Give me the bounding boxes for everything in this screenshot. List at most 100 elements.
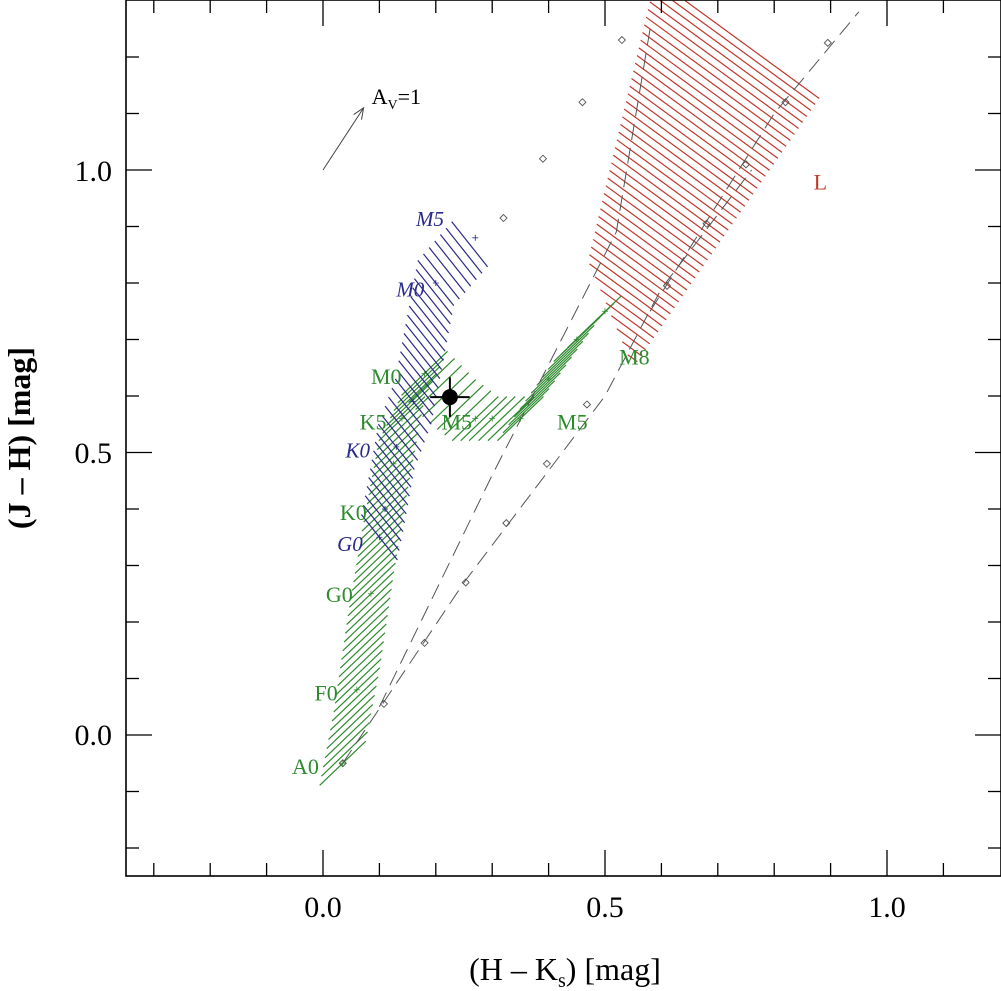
- ldwarf-hatch: [600, 208, 696, 279]
- dwarf-point-6: [421, 370, 428, 377]
- dwarf-region-hatch: [444, 390, 492, 436]
- target-marker: [441, 389, 458, 406]
- giant-region-hatch: [384, 405, 422, 452]
- reddening-marker-9: [578, 98, 587, 107]
- ldwarf-hatch: [621, 341, 642, 357]
- dwarf-label-2: G0: [326, 582, 353, 607]
- ldwarf-hatch: [627, 354, 638, 363]
- x-axis-label-subscript: s: [558, 970, 566, 991]
- ldwarf-hatch: [622, 116, 746, 207]
- giant-region-hatch: [396, 369, 434, 416]
- dwarf-region-hatch: [337, 641, 385, 687]
- dwarf-region-hatch: [353, 537, 401, 583]
- dwarf-region-hatch: [344, 588, 392, 634]
- dwarf-region-hatch: [335, 649, 383, 695]
- dwarf-region-hatch: [343, 597, 391, 643]
- giant-region-hatch: [428, 247, 466, 294]
- dwarf-region-hatch: [536, 340, 584, 386]
- reddening-marker-7: [499, 213, 508, 223]
- x-axis-label: (H – Ks) [mag]: [469, 951, 661, 991]
- ldwarf-region: [589, 0, 820, 369]
- giant-region-hatch: [388, 396, 425, 443]
- giant-label-2: M0: [395, 278, 424, 302]
- giant-region-hatch: [412, 287, 450, 334]
- dwarf-region-hatch: [519, 364, 567, 410]
- dwarf-point-12: [573, 336, 580, 343]
- extinction-label: AV=1: [372, 84, 421, 113]
- ldwarf-hatch: [649, 1, 808, 117]
- reddening-line-1: [378, 28, 651, 708]
- ldwarf-hatch: [598, 215, 692, 285]
- dwarf-region-hatch: [331, 676, 379, 722]
- ldwarf-hatch: [600, 289, 659, 333]
- extinction-label-tail: =1: [398, 84, 421, 109]
- giant-label-1: K0: [345, 439, 371, 463]
- ldwarf-hatch: [638, 47, 783, 153]
- reddening-line-0: [342, 169, 752, 764]
- axis-ticks: [126, 0, 1001, 876]
- dwarf-region-hatch: [324, 713, 372, 759]
- target-point: [430, 377, 470, 417]
- dwarf-region-hatch: [460, 396, 508, 442]
- ldwarf-hatch: [672, 0, 816, 106]
- dwarf-region-hatch: [338, 632, 386, 678]
- reddening-marker-15: [823, 38, 832, 48]
- ytick-label-1: 0.5: [75, 437, 113, 470]
- ldwarf-hatch: [594, 231, 684, 297]
- ldwarf-hatch: [590, 246, 675, 309]
- ldwarf-hatch: [634, 62, 775, 165]
- dwarf-region-hatch: [389, 373, 437, 419]
- giant-region-hatch: [405, 323, 443, 370]
- giant-region-hatch: [362, 504, 400, 551]
- dwarf-region-hatch: [376, 405, 424, 451]
- ldwarf-hatch: [631, 78, 766, 177]
- giant-region-hatch: [376, 432, 414, 479]
- ldwarf-hatch: [589, 263, 667, 321]
- giant-point-2: [393, 443, 400, 450]
- giant-region-hatch: [368, 477, 406, 524]
- ldwarf-hatch: [636, 55, 779, 159]
- spectral-type-labels: A0 F0 G0 K0 K5 M0 M5 M5 M8 G0 K0 M0 M5 L: [292, 169, 827, 779]
- dwarf-region-hatch: [397, 358, 445, 404]
- dwarf-region-hatch: [530, 348, 578, 394]
- extinction-arrowhead: [353, 106, 365, 120]
- giant-region-hatch: [434, 240, 472, 287]
- giant-region-hatch: [373, 450, 410, 497]
- extinction-arrow: [322, 107, 365, 171]
- dwarf-point-1: [353, 686, 360, 693]
- giant-label-0: G0: [337, 532, 363, 556]
- dwarf-point-13: [602, 308, 608, 315]
- dwarf-point-9: [489, 415, 496, 422]
- ldwarf-hatch: [594, 276, 663, 327]
- giant-point-1: [382, 506, 389, 512]
- ldwarf-hatch: [605, 302, 655, 339]
- giant-region-hatch: [451, 221, 489, 268]
- dwarf-point-2: [367, 590, 374, 597]
- ldwarf-hatch: [618, 131, 737, 219]
- giant-region-hatch: [381, 414, 419, 461]
- reddening-marker-0: [338, 759, 347, 768]
- dwarf-region-hatch: [346, 579, 394, 625]
- dwarf-region-hatch: [574, 295, 622, 341]
- y-axis-label: (J – H) [mag]: [1, 347, 37, 529]
- xtick-label-2: 1.0: [868, 891, 906, 924]
- giant-region-hatch: [364, 495, 402, 542]
- reddening-marker-4: [502, 518, 511, 528]
- giant-label-3: M5: [415, 207, 444, 231]
- ldwarf-hatch: [645, 16, 799, 129]
- reddening-marker-1: [379, 699, 389, 709]
- giant-region-hatch: [403, 333, 441, 380]
- reddening-marker-12: [702, 219, 711, 228]
- dwarf-region-hatch: [339, 623, 387, 669]
- ytick-label-0: 0.0: [75, 719, 113, 752]
- dwarf-label-5: M0: [371, 364, 402, 389]
- giant-region-hatch: [439, 234, 477, 281]
- giant-region-hatch: [415, 269, 453, 316]
- dwarf-region-hatch: [329, 685, 377, 731]
- reddening-marker-13: [741, 160, 751, 169]
- dwarf-label-7: M5: [557, 409, 588, 434]
- ldwarf-hatch: [601, 200, 700, 273]
- dwarf-point-4: [390, 460, 397, 467]
- dwarf-label-4: K5: [360, 409, 387, 434]
